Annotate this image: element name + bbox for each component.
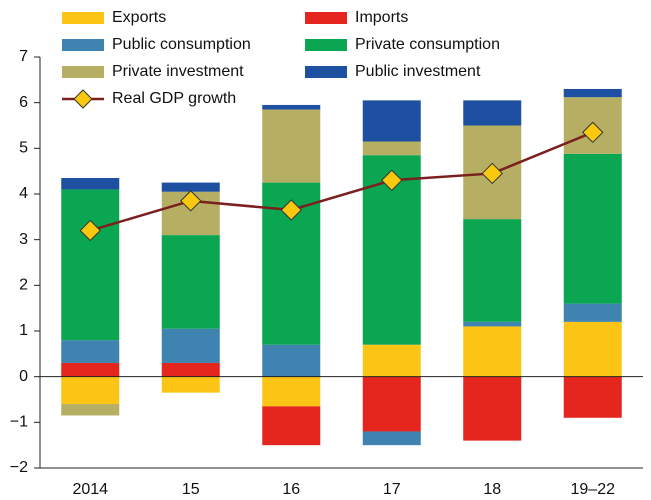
bar-segment — [262, 376, 321, 407]
x-tick-label: 18 — [483, 481, 501, 498]
legend-label: Private consumption — [355, 36, 500, 53]
bar-segment — [563, 88, 622, 98]
bar-segment — [362, 141, 421, 156]
bar-segment — [362, 344, 421, 377]
bar-segment — [161, 376, 220, 393]
y-tick-label: 6 — [19, 94, 28, 111]
bar-segment — [362, 376, 421, 432]
legend-label: Exports — [112, 9, 166, 26]
legend-label: Private investment — [112, 63, 244, 80]
bar-segment — [262, 109, 321, 183]
bar-segment — [161, 362, 220, 377]
y-tick-label: 7 — [19, 48, 28, 65]
legend-label: Public consumption — [112, 36, 251, 53]
legend-swatch — [62, 12, 104, 24]
gdp-marker — [582, 121, 604, 144]
y-tick-label: 5 — [19, 140, 28, 157]
bar-segment — [463, 326, 522, 377]
bar-segment — [563, 321, 622, 377]
legend-swatch — [305, 39, 347, 51]
bar-segment — [262, 344, 321, 377]
x-tick-label: 2014 — [72, 481, 108, 498]
bar-segment — [61, 404, 120, 416]
gdp-marker — [481, 162, 503, 185]
legend-label: Real GDP growth — [112, 90, 236, 107]
bar-segment — [563, 153, 622, 304]
bar-segment — [563, 376, 622, 418]
bar-segment — [61, 178, 120, 190]
y-tick-label: 4 — [19, 185, 28, 202]
y-tick-label: 2 — [19, 277, 28, 294]
bar-segment — [362, 431, 421, 446]
gdp-marker — [280, 199, 302, 221]
legend-swatch — [62, 39, 104, 51]
bar-segment — [262, 104, 321, 110]
bar-segment — [463, 100, 522, 126]
bar-segment — [563, 303, 622, 322]
gdp-marker — [79, 219, 101, 242]
y-tick-label: −1 — [10, 414, 28, 431]
y-tick-label: 1 — [19, 322, 28, 339]
x-tick-label: 19–22 — [571, 481, 616, 498]
x-tick-label: 17 — [383, 481, 401, 498]
bar-segment — [61, 340, 120, 363]
legend-swatch — [62, 66, 104, 78]
bar-segment — [161, 235, 220, 329]
legend-swatch — [305, 12, 347, 24]
bar-segment — [362, 100, 421, 142]
bar-segment — [61, 189, 120, 341]
gdp-marker — [381, 169, 403, 192]
bar-segment — [61, 376, 120, 405]
gdp-marker — [180, 190, 202, 212]
x-tick-label: 16 — [282, 481, 300, 498]
bar-segment — [463, 219, 522, 322]
bar-segment — [161, 182, 220, 192]
bar-segment — [262, 406, 321, 446]
y-tick-label: 0 — [19, 368, 28, 385]
y-tick-label: 3 — [19, 231, 28, 248]
y-tick-label: −2 — [10, 459, 28, 476]
legend-marker — [73, 89, 93, 109]
bar-segment — [61, 362, 120, 377]
legend-label: Public investment — [355, 63, 481, 80]
x-tick-label: 15 — [182, 481, 200, 498]
bar-segment — [463, 321, 522, 327]
legend-label: Imports — [355, 9, 408, 26]
legend-swatch — [305, 66, 347, 78]
bar-segment — [161, 328, 220, 363]
bar-segment — [463, 376, 522, 441]
gdp-line — [89, 131, 594, 232]
